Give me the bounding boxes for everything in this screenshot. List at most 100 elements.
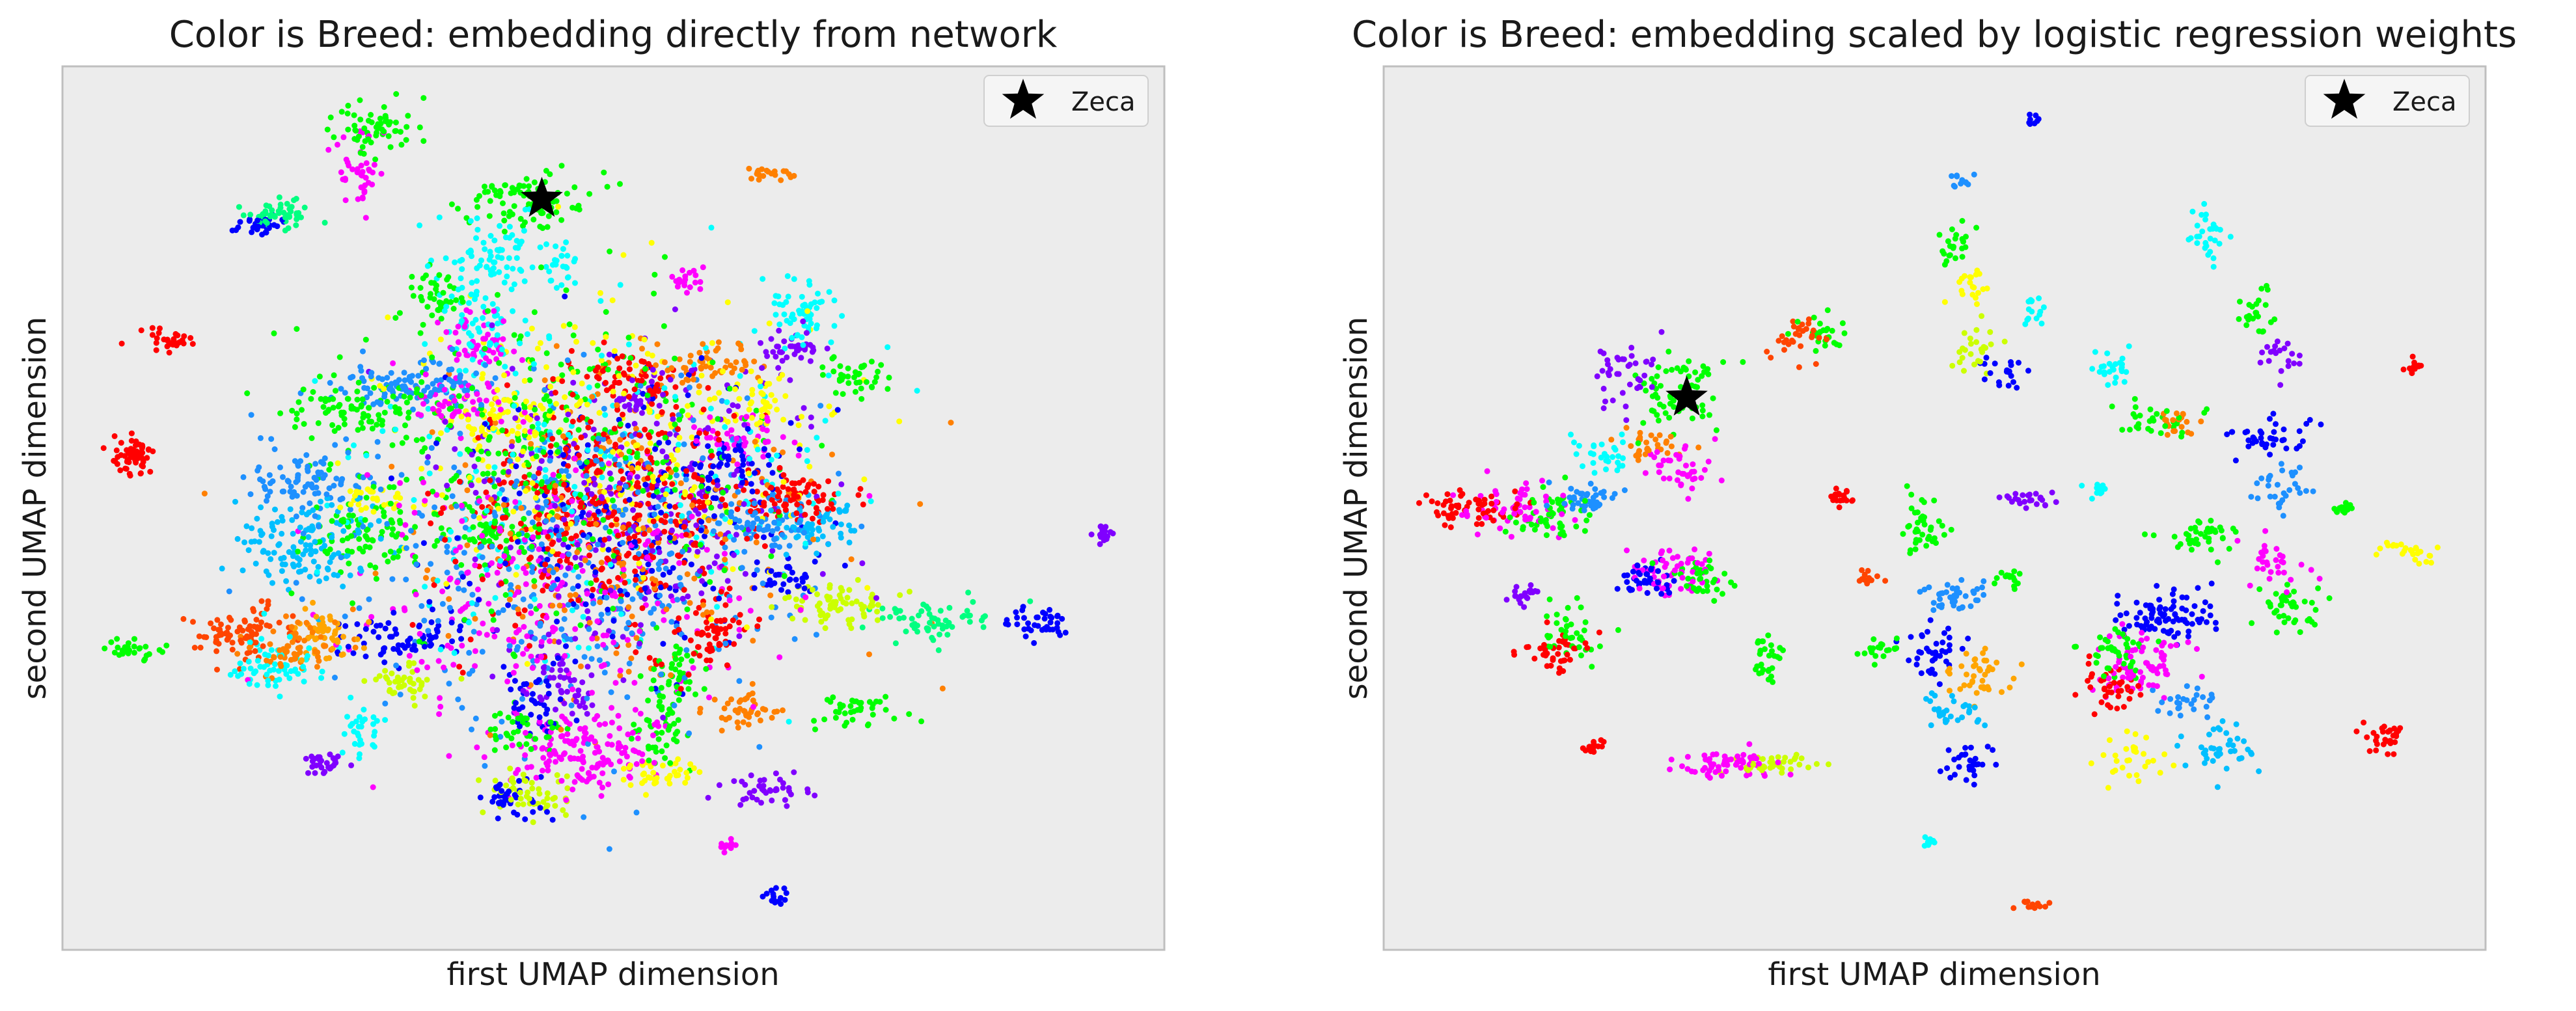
scatter-point — [648, 610, 654, 616]
scatter-point — [709, 340, 715, 346]
scatter-point — [515, 437, 522, 444]
scatter-point — [562, 750, 568, 757]
scatter-point — [586, 736, 593, 742]
scatter-point — [586, 545, 592, 550]
scatter-point — [421, 617, 428, 624]
scatter-point — [544, 707, 551, 713]
scatter-point — [191, 645, 198, 651]
scatter-point — [509, 427, 515, 434]
scatter-point — [492, 712, 498, 719]
scatter-point — [555, 682, 562, 689]
scatter-point — [544, 790, 551, 796]
scatter-point — [589, 702, 596, 708]
scatter-point — [546, 751, 553, 757]
scatter-point — [1047, 606, 1053, 613]
scatter-point — [808, 414, 814, 421]
scatter-point — [595, 508, 601, 515]
scatter-point — [197, 644, 204, 651]
scatter-point — [522, 729, 528, 736]
scatter-point — [980, 624, 987, 630]
scatter-point — [719, 398, 725, 404]
scatter-point — [513, 463, 519, 470]
scatter-point — [225, 625, 231, 631]
scatter-point — [682, 489, 688, 495]
scatter-point — [458, 413, 465, 420]
scatter-point — [853, 388, 858, 395]
scatter-point — [292, 424, 298, 430]
scatter-point — [445, 632, 452, 639]
scatter-point — [691, 651, 697, 657]
scatter-point — [501, 372, 508, 379]
scatter-point — [722, 602, 729, 608]
scatter-point — [874, 617, 881, 623]
scatter-point — [564, 731, 571, 737]
scatter-point — [609, 297, 616, 304]
scatter-point — [374, 399, 381, 405]
scatter-point — [625, 619, 632, 626]
scatter-point — [716, 520, 722, 526]
scatter-point — [294, 326, 300, 332]
scatter-point — [144, 455, 150, 461]
scatter-point — [776, 375, 782, 382]
scatter-point — [356, 536, 363, 542]
scatter-point — [147, 468, 154, 475]
scatter-point — [444, 543, 450, 550]
scatter-point — [383, 674, 389, 681]
scatter-point — [632, 554, 638, 561]
scatter-point — [405, 409, 412, 416]
scatter-point — [335, 639, 341, 645]
scatter-point — [689, 434, 695, 440]
scatter-point — [266, 572, 272, 578]
scatter-point — [644, 448, 651, 455]
scatter-point — [964, 608, 970, 614]
scatter-point — [557, 674, 564, 680]
scatter-point — [512, 678, 518, 684]
scatter-point — [430, 406, 436, 412]
scatter-point — [493, 192, 499, 198]
scatter-point — [775, 509, 782, 515]
scatter-point — [272, 661, 278, 667]
scatter-point — [358, 568, 364, 574]
scatter-point — [661, 617, 667, 623]
scatter-point — [687, 679, 693, 685]
scatter-point — [417, 285, 424, 291]
scatter-point — [391, 690, 398, 696]
scatter-point — [401, 682, 407, 688]
scatter-point — [518, 545, 525, 551]
scatter-point — [747, 790, 753, 796]
scatter-point — [811, 718, 817, 724]
scatter-point — [448, 293, 455, 299]
scatter-point — [353, 128, 359, 134]
scatter-point — [521, 409, 528, 416]
scatter-point — [442, 537, 448, 543]
scatter-point — [456, 664, 463, 670]
scatter-point — [500, 664, 507, 670]
scatter-point — [360, 348, 366, 355]
scatter-point — [622, 580, 628, 586]
scatter-point — [721, 567, 728, 574]
scatter-point — [564, 773, 570, 779]
scatter-point — [788, 791, 794, 798]
scatter-point — [607, 470, 613, 477]
scatter-point — [781, 338, 788, 345]
scatter-point — [396, 548, 402, 554]
scatter-point — [293, 513, 299, 520]
scatter-point — [484, 572, 491, 578]
scatter-point — [607, 249, 613, 254]
scatter-point — [586, 775, 592, 782]
scatter-point — [399, 440, 405, 446]
scatter-point — [559, 713, 565, 720]
scatter-point — [371, 384, 377, 391]
scatter-point — [268, 436, 275, 442]
scatter-point — [294, 416, 300, 423]
scatter-point — [556, 639, 562, 645]
scatter-point — [656, 549, 663, 556]
scatter-point — [526, 510, 532, 517]
scatter-point — [720, 445, 727, 452]
scatter-point — [509, 232, 515, 238]
scatter-point — [635, 479, 640, 486]
scatter-point — [709, 359, 716, 366]
scatter-point — [599, 770, 606, 777]
scatter-point — [811, 481, 817, 487]
scatter-point — [411, 703, 418, 709]
